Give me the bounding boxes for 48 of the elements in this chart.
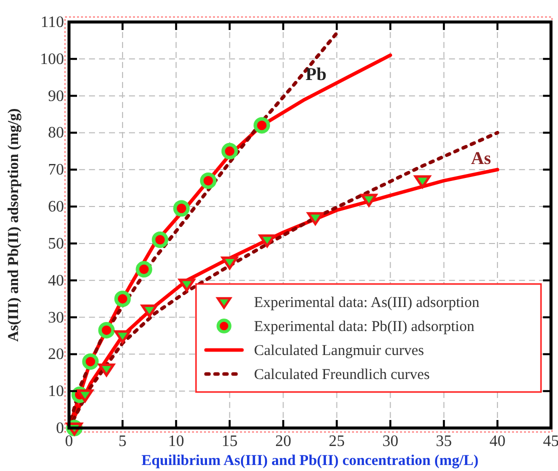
point	[114, 290, 131, 308]
point	[98, 363, 115, 376]
y-axis-title: As(III) and Pb(II) adsorption (mg/g)	[6, 108, 22, 342]
x-tick-label: 45	[543, 433, 558, 450]
point	[141, 304, 158, 318]
point	[82, 353, 99, 370]
point	[254, 117, 270, 134]
point	[360, 194, 378, 207]
y-tick-label: 40	[48, 272, 64, 290]
y-tick-label: 90	[48, 88, 64, 105]
x-tick-label: 25	[328, 433, 345, 450]
y-tick-label: 30	[48, 309, 64, 326]
y-tick-label: 60	[48, 198, 64, 216]
point	[414, 175, 431, 188]
x-tick-label: 40	[489, 433, 506, 450]
y-tick-label: 70	[48, 162, 64, 179]
point	[76, 389, 94, 402]
legend-label: Calculated Langmuir curves	[254, 343, 424, 359]
y-tick-label: 100	[40, 50, 64, 68]
annotation: Pb	[305, 64, 327, 84]
x-tick-label: 10	[168, 433, 184, 450]
point	[136, 261, 152, 278]
x-tick-label: 30	[382, 433, 398, 450]
x-tick-label: 35	[436, 433, 452, 450]
annotation: As	[470, 148, 492, 168]
x-axis-title: Equilibrium As(III) and Pb(II) concentration (mg/L)	[141, 453, 479, 469]
y-tick-label: 110	[40, 14, 64, 31]
x-tick-label: 5	[118, 433, 127, 450]
y-tick-label: 10	[48, 383, 64, 400]
legend-label: Calculated Freundlich curves	[254, 367, 430, 383]
point	[114, 330, 131, 344]
point	[307, 212, 324, 226]
point	[221, 256, 238, 270]
point	[221, 142, 238, 160]
point	[152, 232, 168, 248]
y-tick-label: 20	[48, 346, 64, 364]
y-tick-label: 0	[56, 420, 64, 437]
point	[200, 172, 216, 189]
x-tick-label: 20	[275, 433, 292, 450]
y-tick-label: 80	[48, 124, 64, 142]
point	[173, 200, 190, 217]
point	[98, 322, 115, 338]
point	[258, 234, 276, 248]
x-tick-label: 15	[222, 433, 238, 450]
y-tick-label: 50	[48, 235, 64, 252]
legend-label: Experimental data: As(III) adsorption	[254, 295, 480, 311]
legend-label: Experimental data: Pb(II) adsorption	[254, 319, 475, 335]
point	[178, 278, 196, 292]
